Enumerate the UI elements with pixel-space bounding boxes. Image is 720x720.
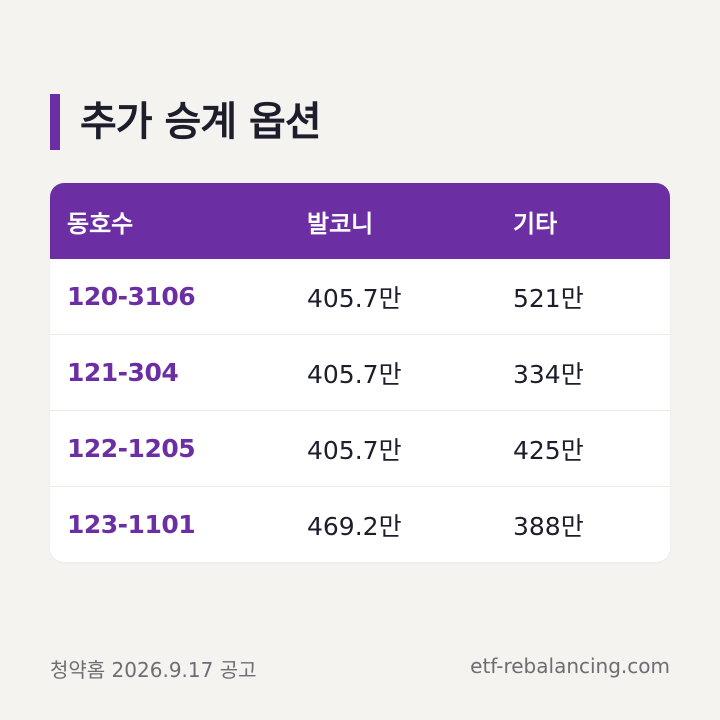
cell-balcony: 405.7만 — [307, 435, 402, 465]
page-title: 추가 승계 옵션 — [80, 99, 322, 145]
header-balcony: 발코니 — [307, 209, 374, 238]
table-row: 120-3106 405.7만 521만 — [50, 259, 670, 334]
cell-other: 521만 — [513, 283, 584, 313]
cell-other: 388만 — [513, 511, 584, 541]
title-accent-bar — [50, 94, 60, 150]
cell-other: 425만 — [513, 435, 584, 465]
footer-site: etf-rebalancing.com — [470, 654, 670, 678]
header-unit: 동호수 — [67, 209, 134, 238]
footer-notice: 청약홈 2026.9.17 공고 — [50, 658, 257, 682]
options-table: 동호수 발코니 기타 120-3106 405.7만 521만 121-304 … — [50, 183, 670, 562]
cell-unit: 122-1205 — [67, 434, 196, 463]
cell-unit: 121-304 — [67, 358, 179, 387]
table-row: 123-1101 469.2만 388만 — [50, 486, 670, 562]
table-row: 121-304 405.7만 334만 — [50, 334, 670, 410]
cell-balcony: 405.7만 — [307, 359, 402, 389]
table-header: 동호수 발코니 기타 — [50, 183, 670, 259]
header-other: 기타 — [513, 209, 558, 238]
cell-unit: 120-3106 — [67, 282, 196, 311]
cell-unit: 123-1101 — [67, 510, 196, 539]
title-section: 추가 승계 옵션 — [50, 94, 322, 150]
cell-balcony: 469.2만 — [307, 511, 402, 541]
table-body: 120-3106 405.7만 521만 121-304 405.7만 334만… — [50, 259, 670, 562]
cell-balcony: 405.7만 — [307, 283, 402, 313]
table-row: 122-1205 405.7만 425만 — [50, 410, 670, 486]
cell-other: 334만 — [513, 359, 584, 389]
